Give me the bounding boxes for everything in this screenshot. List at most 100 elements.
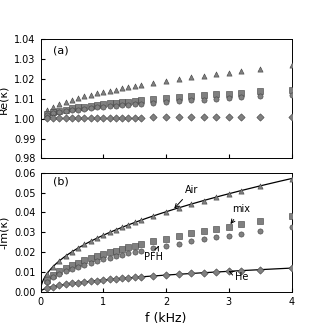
Point	[75, 260, 81, 265]
Point	[138, 98, 144, 103]
Point	[176, 241, 181, 246]
Text: (b): (b)	[53, 176, 69, 186]
Point	[94, 105, 99, 110]
Point	[63, 99, 68, 105]
Point	[94, 254, 99, 259]
Point	[132, 275, 137, 280]
Point	[44, 279, 49, 284]
Point	[94, 236, 99, 241]
Point	[101, 90, 106, 95]
Text: Air: Air	[175, 185, 198, 208]
Point	[51, 116, 56, 121]
Point	[126, 102, 131, 107]
Point	[132, 115, 137, 120]
Point	[126, 275, 131, 280]
Point	[107, 88, 112, 93]
Point	[126, 222, 131, 228]
Point	[69, 97, 75, 103]
Point	[258, 89, 263, 94]
Point	[57, 269, 62, 274]
Point	[94, 258, 99, 264]
Point	[226, 191, 231, 196]
Point	[189, 239, 194, 244]
Point	[88, 238, 93, 244]
Point	[214, 92, 219, 97]
Point	[226, 224, 231, 229]
Point	[214, 195, 219, 200]
Point	[63, 115, 68, 121]
Point	[289, 63, 294, 68]
Point	[258, 66, 263, 72]
Point	[94, 102, 99, 108]
Point	[101, 252, 106, 257]
Point	[132, 249, 137, 255]
Point	[138, 101, 144, 106]
Point	[151, 80, 156, 86]
Point	[107, 255, 112, 260]
Point	[239, 114, 244, 120]
Point	[94, 115, 99, 120]
Point	[289, 224, 294, 229]
Point	[126, 85, 131, 90]
Point	[69, 263, 75, 268]
Point	[189, 201, 194, 207]
Point	[120, 99, 125, 105]
Point	[132, 98, 137, 104]
Point	[151, 273, 156, 278]
Point	[138, 82, 144, 88]
Point	[57, 258, 62, 263]
Point	[88, 106, 93, 111]
Point	[132, 83, 137, 89]
Point	[44, 271, 49, 277]
Point	[163, 273, 168, 278]
Point	[57, 115, 62, 121]
Point	[151, 115, 156, 120]
Point	[138, 115, 144, 120]
Point	[151, 239, 156, 244]
Point	[176, 233, 181, 238]
Point	[201, 270, 206, 275]
Point	[107, 230, 112, 235]
Point	[163, 95, 168, 101]
Point	[101, 115, 106, 120]
Point	[69, 106, 75, 111]
Point	[289, 114, 294, 119]
Point	[113, 227, 119, 233]
Text: PFH: PFH	[144, 247, 163, 262]
Point	[239, 95, 244, 100]
Point	[120, 252, 125, 257]
Point	[258, 228, 263, 234]
Point	[82, 242, 87, 247]
Point	[176, 76, 181, 82]
Point	[63, 265, 68, 271]
Point	[51, 273, 56, 278]
Point	[258, 219, 263, 224]
Point	[63, 269, 68, 274]
Point	[201, 237, 206, 242]
Point	[69, 249, 75, 255]
Point	[51, 110, 56, 115]
Point	[44, 113, 49, 118]
Point	[163, 78, 168, 84]
Point	[88, 256, 93, 261]
Point	[214, 226, 219, 232]
Point	[289, 176, 294, 181]
X-axis label: f (kHz): f (kHz)	[145, 312, 187, 325]
Point	[101, 102, 106, 107]
Point	[226, 95, 231, 101]
Point	[126, 99, 131, 104]
Point	[120, 246, 125, 252]
Point	[163, 115, 168, 120]
Point	[107, 101, 112, 106]
Point	[126, 115, 131, 120]
Point	[82, 279, 87, 285]
Point	[138, 242, 144, 247]
Point	[120, 225, 125, 230]
Point	[189, 93, 194, 99]
Point	[151, 246, 156, 251]
Point	[189, 75, 194, 80]
Point	[163, 243, 168, 249]
Point	[289, 214, 294, 219]
Point	[82, 104, 87, 109]
Point	[226, 114, 231, 120]
